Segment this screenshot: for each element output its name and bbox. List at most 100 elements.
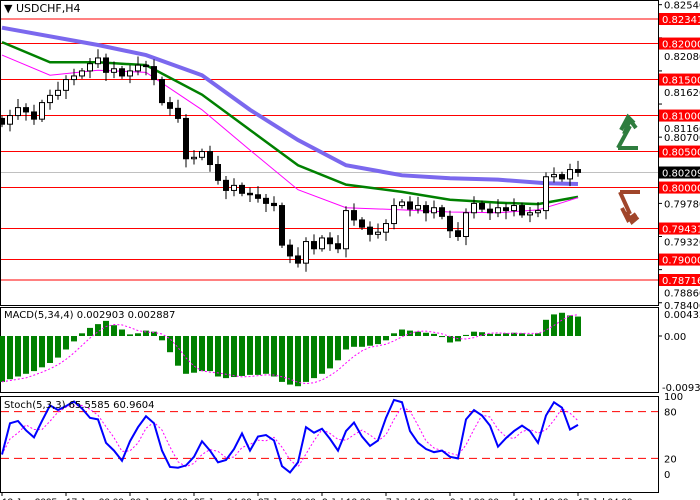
- macd-bar: [47, 336, 53, 363]
- macd-bar: [31, 336, 37, 372]
- stoch-panel: [0, 396, 659, 493]
- macd-bar: [151, 331, 157, 336]
- candle-bear: [23, 107, 29, 113]
- candle-bear: [279, 205, 285, 246]
- candle-bull: [319, 237, 325, 250]
- x-tick-label: 9 Jul 20:00: [450, 497, 499, 500]
- candle-bull: [463, 212, 469, 238]
- candle-bull: [375, 231, 381, 235]
- candle-bear: [247, 192, 253, 196]
- macd-bar: [423, 332, 429, 336]
- x-tick-label: 25 Jun 04:00: [194, 497, 252, 500]
- candle-bear: [215, 164, 221, 181]
- dropdown-triangle-icon[interactable]: ▼: [4, 2, 13, 15]
- level-label-bg: [659, 181, 700, 194]
- macd-bar: [535, 333, 541, 336]
- candle-bear: [239, 184, 245, 194]
- candle-bull: [415, 205, 421, 210]
- candle-bear: [479, 202, 485, 210]
- candle-bear: [503, 207, 509, 212]
- candle-bear: [255, 194, 261, 199]
- candle-bear: [311, 241, 317, 250]
- macd-bar: [271, 336, 277, 377]
- candle-bear: [151, 66, 157, 81]
- macd-bar: [183, 336, 189, 374]
- macd-bar: [135, 333, 141, 336]
- candle-bear: [455, 230, 461, 238]
- macd-bar: [295, 336, 301, 387]
- down-arrow-icon: [618, 190, 640, 226]
- macd-bar: [95, 324, 101, 336]
- level-label-bg: [659, 37, 700, 50]
- candle-bear: [183, 117, 189, 160]
- macd-bar: [167, 336, 173, 353]
- candle-bear: [407, 201, 413, 210]
- macd-bar: [543, 319, 549, 336]
- macd-bar: [207, 336, 213, 372]
- macd-bar: [415, 331, 421, 336]
- candle-bull: [399, 201, 405, 207]
- macd-bar: [439, 336, 445, 338]
- level-label: 0.81500: [662, 76, 700, 87]
- macd-title: MACD(5,34,4) 0.002903 0.002887: [4, 310, 176, 321]
- macd-bar: [391, 333, 397, 336]
- macd-bar: [223, 336, 229, 379]
- x-tick-label: 7 Jul 04:00: [386, 497, 435, 500]
- macd-bar: [0, 336, 5, 382]
- macd-bar: [79, 333, 85, 336]
- moving-average-line: [1, 25, 579, 186]
- macd-bar: [23, 336, 29, 374]
- candle-bull: [135, 64, 141, 72]
- x-tick-label: 2 Jul 12:00: [322, 497, 371, 500]
- stoch-tick-label: 80: [664, 408, 677, 419]
- x-tick-label: 13 Jun 2025: [2, 497, 57, 500]
- stoch-tick-label: 100: [664, 392, 683, 403]
- candle-bull: [55, 89, 61, 96]
- level-label: 0.79000: [662, 256, 700, 267]
- stoch-title: Stoch(5,3,3) 65.5585 60.9604: [4, 400, 155, 411]
- candle-bear: [351, 210, 357, 221]
- candle-bear: [167, 102, 173, 109]
- candle-bull: [383, 223, 389, 233]
- candle-bull: [431, 207, 437, 214]
- macd-bar: [15, 336, 21, 377]
- macd-bar: [119, 329, 125, 336]
- macd-bar: [127, 334, 133, 336]
- macd-bar: [559, 312, 565, 336]
- level-label-bg: [659, 109, 700, 122]
- current-price-label: 0.80209: [662, 169, 700, 180]
- symbol-label: USDCHF,H4: [15, 2, 81, 15]
- stoch-tick-label: 20: [664, 454, 677, 465]
- candle-bull: [511, 205, 517, 212]
- macd-bar: [71, 336, 77, 342]
- macd-bar: [343, 336, 349, 350]
- level-label: 0.80000: [662, 184, 700, 195]
- candle-bear: [439, 207, 445, 217]
- macd-bar: [479, 332, 485, 336]
- candle-bull: [343, 210, 349, 250]
- macd-bar: [519, 333, 525, 336]
- macd-bar: [311, 336, 317, 379]
- candle-bear: [447, 215, 453, 232]
- stoch-k-line: [1, 398, 579, 474]
- macd-bar: [247, 336, 253, 375]
- candle-bear: [263, 197, 269, 204]
- macd-bar: [359, 336, 365, 347]
- macd-bar: [287, 336, 293, 385]
- macd-tick-label: 0.004322: [664, 310, 700, 321]
- macd-bar: [567, 315, 573, 336]
- candle-bear: [423, 205, 429, 214]
- candle-bull: [527, 212, 533, 216]
- x-tick-label: 27 Jun 20:00: [258, 497, 316, 500]
- candle-bull: [87, 63, 93, 72]
- candle-bull: [191, 156, 197, 160]
- macd-bar: [255, 336, 261, 375]
- candle-bear: [487, 208, 493, 214]
- candle-bear: [519, 205, 525, 216]
- macd-bar: [303, 336, 309, 382]
- candle-bull: [495, 207, 501, 214]
- macd-bar: [575, 316, 581, 336]
